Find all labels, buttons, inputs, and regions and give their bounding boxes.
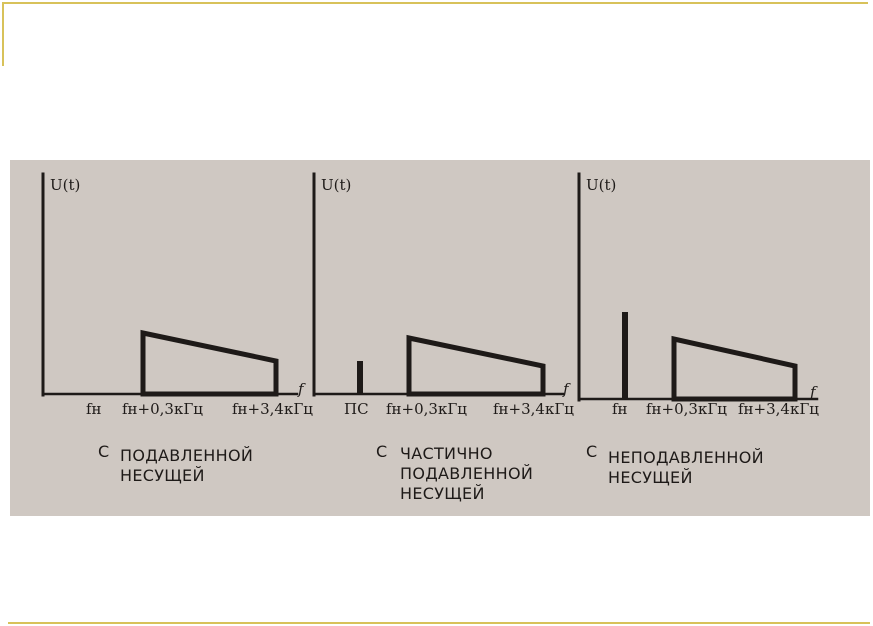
panel-3-sideband: [671, 335, 798, 402]
panel-1-axes: [41, 172, 299, 397]
panel-3-axis-label: U(t): [586, 176, 617, 194]
panel-2-caption-line-2: ПОДАВЛЕННОЙ: [400, 464, 534, 483]
panel-1-tick-2: fн+0,3кГц: [122, 400, 203, 418]
panel-2-sideband: [406, 334, 546, 397]
panel-1-caption-prefix: С: [98, 442, 110, 461]
panel-2-tick-3: fн+3,4кГц: [493, 400, 574, 418]
panel-2-tick-1: ПС: [344, 400, 369, 418]
panel-2-f-label: f: [563, 380, 569, 398]
panel-3-tick-3: fн+3,4кГц: [738, 400, 819, 418]
panel-3-f-label: f: [810, 383, 816, 401]
panel-3-caption-line-1: НЕПОДАВЛЕННОЙ: [608, 448, 764, 467]
panel-3-tick-2: fн+0,3кГц: [646, 400, 727, 418]
slide-bottom-rule: [8, 622, 870, 624]
panel-1-f-label: f: [298, 380, 304, 398]
panel-2-caption-prefix: С: [376, 442, 388, 461]
panel-3-caption-prefix: С: [586, 442, 598, 461]
panel-1-caption-line-2: НЕСУЩЕЙ: [120, 466, 205, 485]
panel-2-caption-line-3: НЕСУЩЕЙ: [400, 484, 485, 503]
panel-1-sideband: [140, 329, 279, 397]
panel-3-caption-line-2: НЕСУЩЕЙ: [608, 468, 693, 487]
spectrum-diagram: U(t) f fн fн+0,3кГц fн+3,4кГц С ПОДАВЛЕН…: [10, 160, 870, 516]
panel-1-tick-1: fн: [86, 400, 102, 418]
panel-1-axis-label: U(t): [50, 176, 81, 194]
panel-1-tick-3: fн+3,4кГц: [232, 400, 313, 418]
panel-2-pilot-carrier: [357, 361, 363, 394]
panel-1-caption-line-1: ПОДАВЛЕННОЙ: [120, 446, 254, 465]
panel-2-tick-2: fн+0,3кГц: [386, 400, 467, 418]
slide-top-border: [2, 2, 868, 66]
panel-3-carrier: [622, 312, 628, 399]
panel-2-caption-line-1: ЧАСТИЧНО: [400, 444, 493, 463]
spectrum-diagram-drawing: [41, 172, 819, 402]
panel-3-tick-1: fн: [612, 400, 628, 418]
panel-2-axis-label: U(t): [321, 176, 352, 194]
panel-3-axes: [577, 172, 819, 402]
